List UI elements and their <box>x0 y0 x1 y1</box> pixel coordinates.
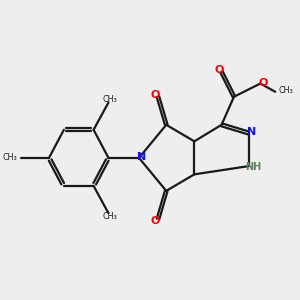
Text: NH: NH <box>245 162 262 172</box>
Text: N: N <box>137 152 146 162</box>
Text: CH₃: CH₃ <box>2 153 17 162</box>
Text: O: O <box>215 65 224 75</box>
Text: CH₃: CH₃ <box>103 212 118 221</box>
Text: CH₃: CH₃ <box>278 86 293 95</box>
Text: CH₃: CH₃ <box>103 95 118 104</box>
Text: O: O <box>151 216 160 226</box>
Text: O: O <box>259 78 268 88</box>
Text: O: O <box>151 90 160 100</box>
Text: N: N <box>247 127 256 137</box>
